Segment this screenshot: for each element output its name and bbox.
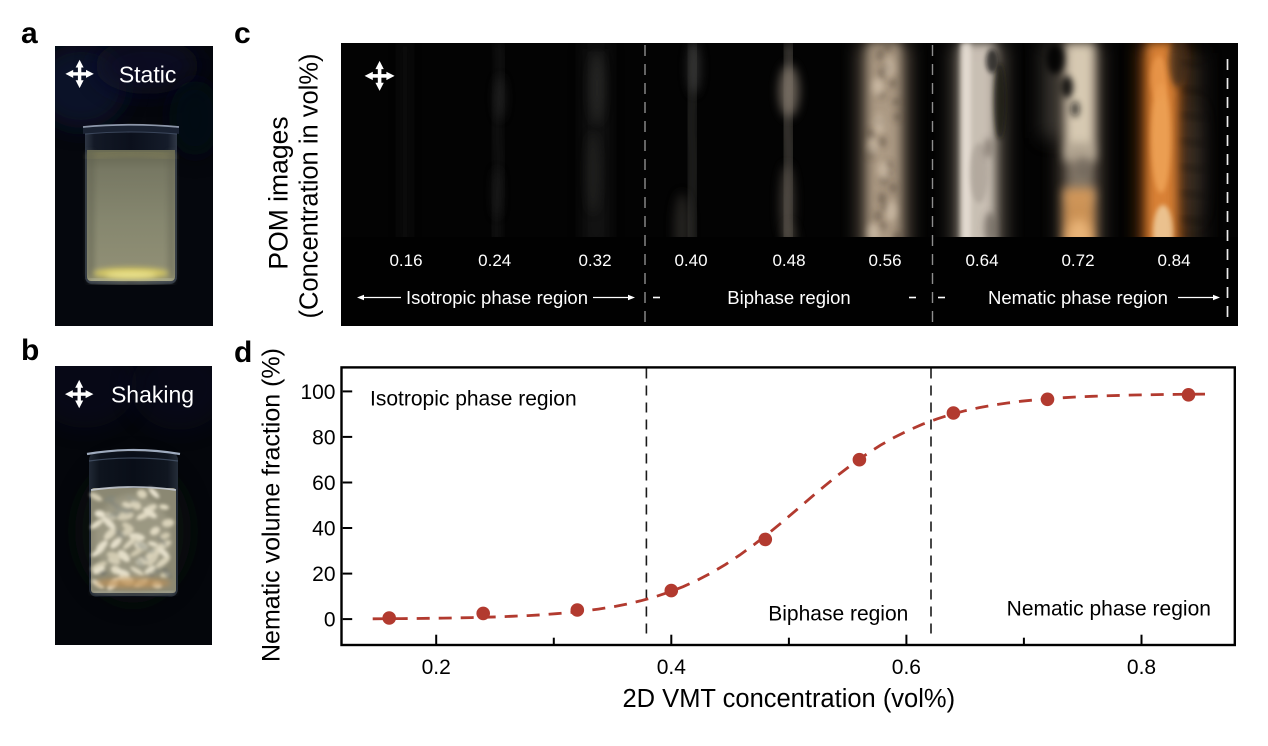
svg-text:0: 0 <box>324 609 336 632</box>
svg-text:0.84: 0.84 <box>1157 251 1190 270</box>
svg-text:0.32: 0.32 <box>578 251 611 270</box>
svg-text:0.24: 0.24 <box>478 251 511 270</box>
svg-text:0.40: 0.40 <box>674 251 707 270</box>
svg-text:60: 60 <box>312 472 335 495</box>
svg-text:0.4: 0.4 <box>657 656 687 679</box>
svg-text:0.8: 0.8 <box>1127 656 1156 679</box>
svg-text:0.72: 0.72 <box>1061 251 1094 270</box>
svg-text:Isotropic phase region: Isotropic phase region <box>370 388 577 411</box>
svg-text:20: 20 <box>312 563 335 586</box>
svg-text:Nematic phase region: Nematic phase region <box>1007 597 1211 620</box>
svg-text:0.64: 0.64 <box>965 251 998 270</box>
svg-text:Nematic phase region: Nematic phase region <box>988 287 1168 308</box>
svg-text:100: 100 <box>300 381 335 404</box>
svg-text:40: 40 <box>312 518 335 541</box>
svg-text:2D VMT concentration (vol%): 2D VMT concentration (vol%) <box>623 685 956 713</box>
svg-text:Biphase region: Biphase region <box>727 287 850 308</box>
svg-text:0.16: 0.16 <box>389 251 422 270</box>
svg-text:0.56: 0.56 <box>868 251 901 270</box>
svg-text:0.2: 0.2 <box>422 656 451 679</box>
svg-text:Nematic volume fraction (%): Nematic volume fraction (%) <box>258 348 286 662</box>
svg-text:0.6: 0.6 <box>892 656 921 679</box>
svg-text:Isotropic phase region: Isotropic phase region <box>406 287 588 308</box>
svg-text:Shaking: Shaking <box>111 382 194 408</box>
svg-text:Static: Static <box>119 61 177 87</box>
svg-text:0.48: 0.48 <box>772 251 805 270</box>
svg-text:Biphase region: Biphase region <box>768 603 908 626</box>
svg-text:80: 80 <box>312 426 335 449</box>
